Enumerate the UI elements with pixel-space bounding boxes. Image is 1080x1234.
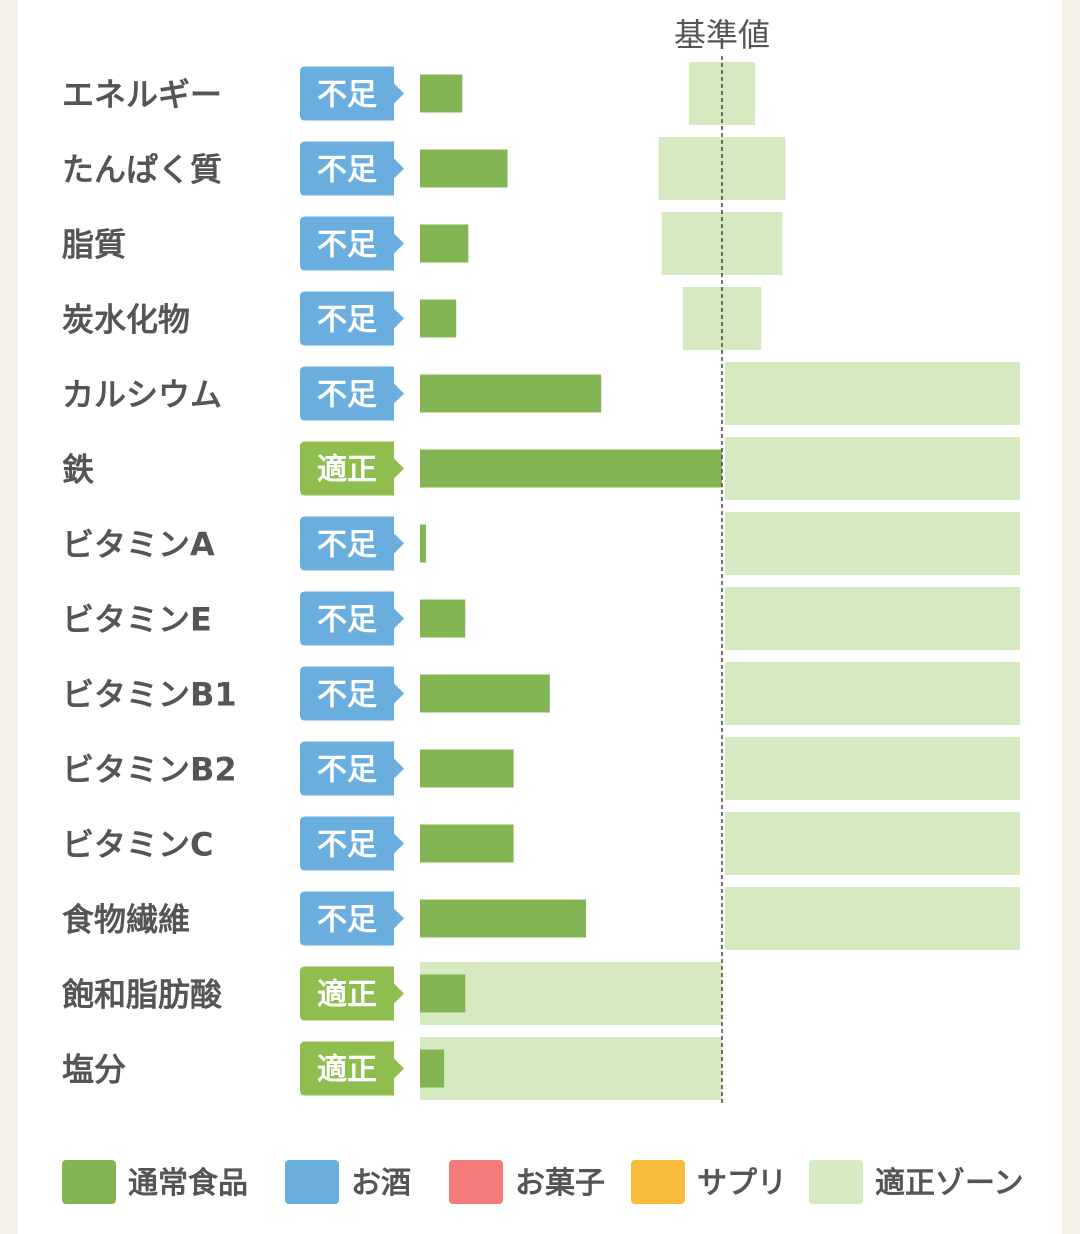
legend-label: お菓子 bbox=[515, 1166, 605, 1201]
legend-label: お酒 bbox=[351, 1166, 411, 1201]
nutrient-label: 脂質 bbox=[62, 226, 126, 264]
nutrient-label: たんぱく質 bbox=[62, 151, 222, 189]
intake-bar bbox=[420, 74, 463, 113]
status-badge-label: 適正 bbox=[317, 453, 377, 488]
status-badge-label: 不足 bbox=[317, 228, 377, 263]
status-badge-label: 不足 bbox=[317, 78, 377, 113]
status-badge bbox=[300, 1041, 404, 1096]
status-badge bbox=[300, 516, 404, 571]
status-badge-label: 不足 bbox=[317, 753, 377, 788]
status-badge bbox=[300, 366, 404, 421]
optimal-zone-band bbox=[725, 512, 1020, 575]
legend-label: 適正ゾーン bbox=[875, 1166, 1024, 1201]
legend-label: サプリ bbox=[697, 1166, 787, 1201]
intake-bar bbox=[420, 299, 457, 338]
nutrient-label: エネルギー bbox=[62, 76, 222, 114]
intake-bar bbox=[420, 149, 508, 188]
optimal-zone-band bbox=[420, 1037, 722, 1100]
optimal-zone-band bbox=[420, 962, 722, 1025]
nutrient-label: カルシウム bbox=[62, 376, 222, 414]
nutrient-label: ビタミンC bbox=[62, 826, 214, 864]
status-badge-label: 不足 bbox=[317, 153, 377, 188]
optimal-zone-band bbox=[725, 362, 1020, 425]
status-badge-label: 適正 bbox=[317, 1053, 377, 1088]
nutrient-label: 鉄 bbox=[62, 451, 94, 489]
intake-bar bbox=[420, 899, 587, 938]
status-badge bbox=[300, 591, 404, 646]
nutrient-label: ビタミンB2 bbox=[62, 751, 237, 789]
intake-bar bbox=[420, 374, 602, 413]
nutrient-label: 炭水化物 bbox=[62, 301, 190, 339]
nutrient-label: ビタミンE bbox=[62, 601, 212, 639]
status-badge bbox=[300, 66, 404, 121]
status-badge bbox=[300, 741, 404, 796]
legend-swatch bbox=[631, 1160, 685, 1204]
intake-bar bbox=[420, 524, 427, 563]
optimal-zone-band bbox=[661, 212, 783, 275]
nutrient-label: ビタミンB1 bbox=[62, 676, 237, 714]
status-badge bbox=[300, 666, 404, 721]
legend-swatch bbox=[62, 1160, 116, 1204]
optimal-zone-band bbox=[725, 662, 1020, 725]
nutrient-label: 食物繊維 bbox=[62, 901, 190, 939]
status-badge bbox=[300, 141, 404, 196]
nutrient-label: 塩分 bbox=[62, 1051, 126, 1089]
optimal-zone-band bbox=[725, 587, 1020, 650]
optimal-zone-band bbox=[725, 737, 1020, 800]
status-badge-label: 不足 bbox=[317, 903, 377, 938]
intake-bar bbox=[420, 224, 469, 263]
status-badge bbox=[300, 891, 404, 946]
status-badge-label: 不足 bbox=[317, 528, 377, 563]
status-badge-label: 不足 bbox=[317, 678, 377, 713]
status-badge-label: 不足 bbox=[317, 303, 377, 338]
intake-bar bbox=[420, 599, 466, 638]
status-badge bbox=[300, 816, 404, 871]
intake-bar bbox=[420, 1049, 445, 1088]
status-badge bbox=[300, 966, 404, 1021]
reference-label: 基準値 bbox=[674, 16, 770, 54]
intake-bar bbox=[420, 974, 466, 1013]
status-badge-label: 適正 bbox=[317, 978, 377, 1013]
legend-swatch bbox=[449, 1160, 503, 1204]
legend-swatch bbox=[285, 1160, 339, 1204]
status-badge bbox=[300, 216, 404, 271]
nutrition-chart-card: エネルギー 不足 たんぱく質 不足 脂質 不足 炭水化物 不足 カルシウム 不足鉄適正 ビタミンA 不… bbox=[18, 0, 1062, 1234]
status-badge bbox=[300, 291, 404, 346]
status-badge-label: 不足 bbox=[317, 603, 377, 638]
intake-bar bbox=[420, 749, 514, 788]
status-badge-label: 不足 bbox=[317, 378, 377, 413]
nutrient-label: ビタミンA bbox=[62, 526, 215, 564]
intake-bar bbox=[420, 824, 514, 863]
nutrient-label: 飽和脂肪酸 bbox=[62, 976, 223, 1014]
optimal-zone-band bbox=[725, 437, 1020, 500]
intake-bar bbox=[420, 674, 550, 713]
optimal-zone-band bbox=[725, 887, 1020, 950]
optimal-zone-band bbox=[725, 812, 1020, 875]
legend-swatch bbox=[809, 1160, 863, 1204]
status-badge-label: 不足 bbox=[317, 828, 377, 863]
intake-bar bbox=[420, 449, 722, 488]
legend-label: 通常食品 bbox=[128, 1166, 248, 1201]
status-badge bbox=[300, 441, 404, 496]
